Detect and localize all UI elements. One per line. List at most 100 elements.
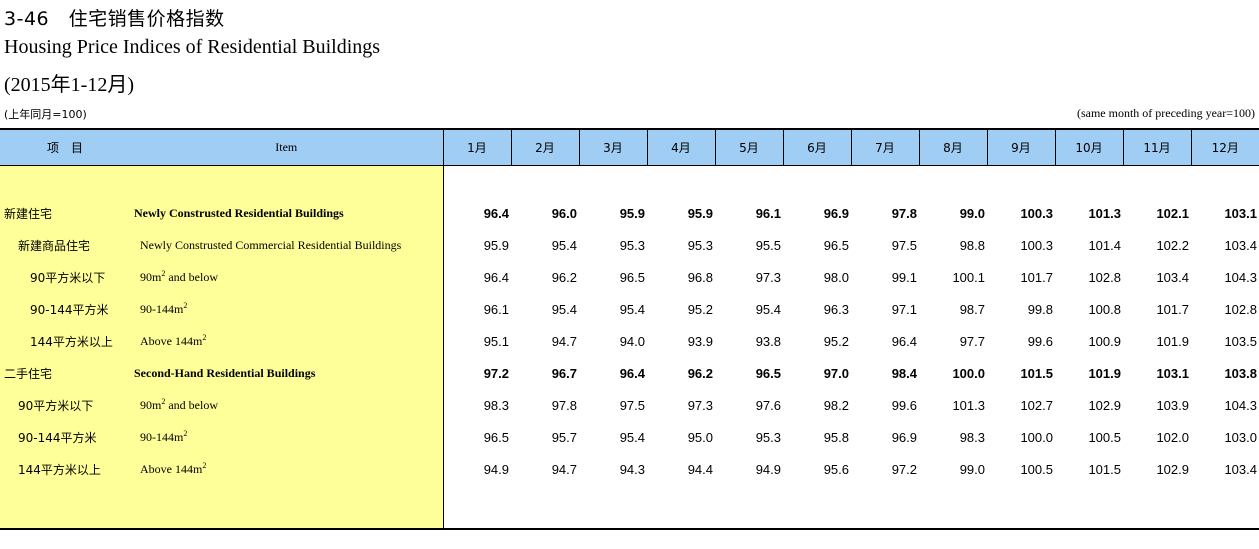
table-row: 144平方米以上 Above 144m2 95.1 94.7 94.0 93.9 93.8 9… [0,325,1259,357]
table-period: (2015年1-12月) [4,74,134,96]
row-label-english-text: 90m [140,270,162,284]
value-cell: 95.4 [619,429,645,445]
value-cell: 96.4 [483,205,509,221]
value-cell: 97.0 [823,365,849,381]
row-label-english-text: Above 144m [140,462,203,476]
spacer-cell [443,165,511,197]
row-label-english: 90m2 and below [130,261,444,293]
spacer-cell [130,485,444,530]
value-cell: 100.0 [952,365,985,381]
value-cell: 96.3 [823,301,849,317]
value-cell: 94.3 [619,461,645,477]
spacer-cell [1123,485,1191,530]
value-cell: 98.2 [823,397,849,413]
header-item-english: Item [130,128,443,166]
spacer-cell [579,485,647,530]
spacer-cell [1055,485,1123,530]
row-label-superscript: 2 [202,333,207,342]
table-title-chinese: 3-46 住宅销售价格指数 [4,8,225,30]
value-cell: 101.3 [952,397,985,413]
spacer-cell [987,165,1055,197]
value-cell: 100.8 [1088,301,1121,317]
value-cell: 104.3 [1224,397,1257,413]
value-cell: 98.4 [891,365,917,381]
row-label-chinese: 90-144平方米 [0,421,130,453]
value-cell: 95.2 [687,301,713,317]
spacer-cell [715,165,783,197]
value-cell: 95.8 [823,429,849,445]
value-cell: 96.5 [619,269,645,285]
value-cell: 100.5 [1088,429,1121,445]
header-month: 10月 [1054,128,1123,166]
value-cell: 101.7 [1020,269,1053,285]
value-cell: 97.3 [755,269,781,285]
spacer-cell [647,165,715,197]
value-cell: 101.4 [1088,237,1121,253]
row-label-chinese: 90平方米以下 [0,261,130,293]
value-cell: 95.5 [755,237,781,253]
value-cell: 102.1 [1156,205,1189,221]
header-month: 3月 [578,128,647,166]
value-cell: 101.3 [1088,205,1121,221]
table-row: 144平方米以上 Above 144m2 94.9 94.7 94.3 94.4 94.9 9… [0,453,1259,485]
spacer-cell [919,165,987,197]
header-month: 12月 [1190,128,1259,166]
header-month: 5月 [714,128,783,166]
value-cell: 103.8 [1224,365,1257,381]
value-cell: 103.4 [1224,461,1257,477]
value-cell: 98.0 [823,269,849,285]
value-cell: 95.3 [755,429,781,445]
value-cell: 95.4 [551,237,577,253]
value-cell: 99.0 [959,461,985,477]
value-cell: 100.3 [1020,205,1053,221]
row-label-chinese: 90-144平方米 [0,293,130,325]
value-cell: 96.4 [891,333,917,349]
value-cell: 96.2 [687,365,713,381]
value-cell: 102.2 [1156,237,1189,253]
spacer-cell [851,165,919,197]
value-cell: 102.8 [1088,269,1121,285]
value-cell: 96.7 [551,365,577,381]
value-cell: 98.8 [959,237,985,253]
base-note-english: (same month of preceding year=100) [1076,106,1255,120]
row-label-english: Above 144m2 [130,453,444,485]
value-cell: 103.5 [1224,333,1257,349]
value-cell: 98.3 [959,429,985,445]
value-cell: 95.0 [687,429,713,445]
spacer-row [0,485,1259,530]
value-cell: 101.9 [1088,365,1121,381]
table-row: 90-144平方米 90-144m2 96.5 95.7 95.4 95.0 95.3 95.… [0,421,1259,453]
value-cell: 96.4 [483,269,509,285]
value-cell: 103.9 [1156,397,1189,413]
value-cell: 97.3 [687,397,713,413]
value-cell: 103.0 [1224,429,1257,445]
table-row: 新建商品住宅 Newly Construsted Commercial Resid… [0,229,1259,261]
price-index-table: 项 目 Item 1月 2月 3月 4月 5月 6月 7月 8月 9月 10月 … [0,128,1259,530]
spacer-cell [783,165,851,197]
value-cell: 94.9 [755,461,781,477]
spacer-row [0,165,1259,197]
value-cell: 100.5 [1020,461,1053,477]
value-cell: 96.2 [551,269,577,285]
row-label-chinese: 新建商品住宅 [0,229,130,261]
header-month: 7月 [850,128,919,166]
row-label-chinese: 新建住宅 [0,197,130,229]
spacer-cell [919,485,987,530]
value-cell: 97.8 [551,397,577,413]
value-cell: 96.5 [483,429,509,445]
row-label-english-text: 90m [140,398,162,412]
spacer-cell [511,165,579,197]
row-label-english: Newly Construsted Residential Buildings [130,197,444,229]
row-label-english: 90-144m2 [130,421,444,453]
row-label-chinese: 90平方米以下 [0,389,130,421]
row-label-chinese: 144平方米以上 [0,453,130,485]
spacer-cell [1055,165,1123,197]
value-cell: 96.4 [619,365,645,381]
header-month: 8月 [918,128,987,166]
row-label-english: 90m2 and below [130,389,444,421]
value-cell: 96.1 [755,205,781,221]
value-cell: 102.7 [1020,397,1053,413]
value-cell: 99.1 [891,269,917,285]
row-label-english: 90-144m2 [130,293,444,325]
value-cell: 97.8 [891,205,917,221]
